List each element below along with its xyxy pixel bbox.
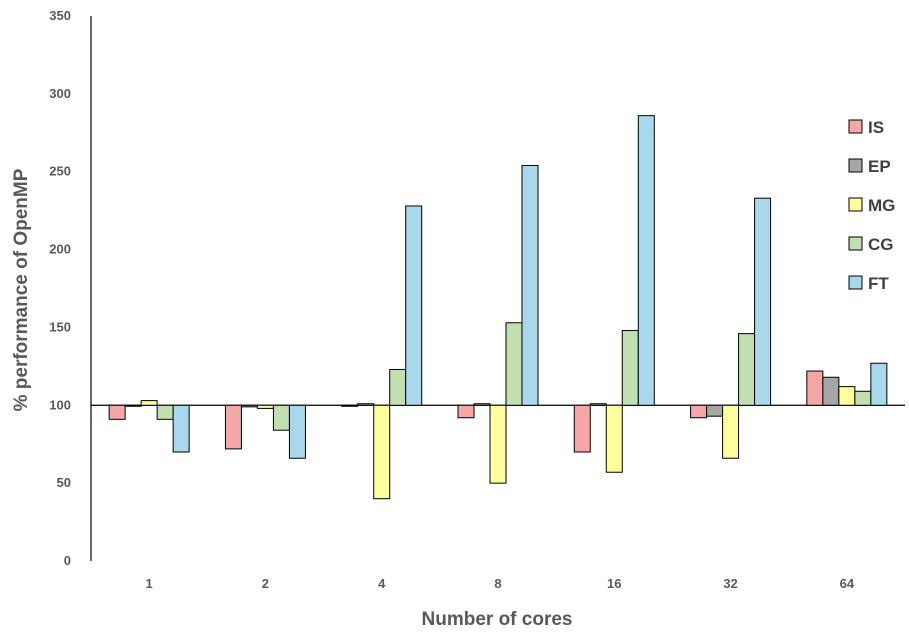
bar-ft-4	[405, 205, 423, 406]
y-tick-label: 150	[49, 319, 71, 334]
legend-swatch-cg	[848, 236, 863, 251]
x-axis-title: Number of cores	[422, 609, 573, 630]
bar-ep-16	[589, 403, 607, 406]
x-tick-label: 64	[840, 576, 855, 591]
bar-mg-16	[605, 404, 623, 473]
y-tick-label: 350	[49, 8, 71, 23]
bar-cg-1	[156, 404, 174, 420]
x-tick-label: 4	[378, 576, 386, 591]
y-tick-labels: 0 50 100 150 200 250 300 350	[49, 8, 71, 568]
x-tick-label: 2	[262, 576, 269, 591]
bar-mg-1	[140, 400, 158, 406]
legend-label-ft: FT	[868, 274, 889, 293]
x-tick-label: 16	[607, 576, 621, 591]
bar-ep-1	[124, 404, 142, 407]
bar-ft-64	[870, 362, 888, 406]
bar-mg-2	[256, 404, 274, 409]
bar-ft-2	[288, 404, 306, 459]
bar-ft-32	[754, 197, 772, 406]
legend-swatch-is	[848, 119, 863, 134]
y-axis-title: % performance of OpenMP	[11, 168, 32, 411]
bar-mg-64	[838, 386, 856, 406]
bar-ep-64	[822, 376, 840, 406]
bar-ep-4	[357, 403, 375, 406]
bar-ep-2	[240, 404, 258, 408]
bar-is-64	[806, 370, 824, 406]
bar-cg-8	[505, 322, 523, 406]
x-tick-label: 1	[146, 576, 153, 591]
y-tick-label: 200	[49, 242, 71, 257]
legend-label-mg: MG	[868, 196, 895, 215]
legend-label-cg: CG	[868, 235, 894, 254]
bar-is-8	[457, 404, 475, 419]
y-tick-label: 250	[49, 164, 71, 179]
y-tick-label: 0	[64, 553, 71, 568]
bar-ft-1	[172, 404, 190, 453]
bar-is-4	[341, 404, 359, 407]
x-tick-label: 32	[723, 576, 737, 591]
bar-mg-8	[489, 404, 507, 484]
bar-cg-32	[738, 333, 756, 406]
bar-mg-4	[373, 404, 391, 500]
bar-is-2	[224, 404, 242, 450]
legend-label-ep: EP	[868, 157, 891, 176]
bar-ep-32	[706, 404, 724, 417]
legend-swatch-ft	[848, 275, 863, 290]
bar-cg-4	[389, 368, 407, 406]
legend-swatch-mg	[848, 197, 863, 212]
bar-cg-16	[621, 330, 639, 406]
bar-is-1	[108, 404, 126, 420]
legend: IS EP MG CG FT	[848, 118, 895, 293]
y-tick-label: 300	[49, 86, 71, 101]
y-tick-label: 50	[57, 475, 71, 490]
bar-cg-2	[272, 404, 290, 431]
bar-ft-8	[521, 164, 539, 406]
bar-mg-32	[722, 404, 740, 459]
y-tick-label: 100	[49, 397, 71, 412]
legend-swatch-ep	[848, 158, 863, 173]
bar-ep-8	[473, 403, 491, 406]
legend-label-is: IS	[868, 118, 884, 137]
bar-is-32	[690, 404, 708, 419]
bar-is-16	[573, 404, 591, 453]
x-tick-labels: 1 2 4 8 16 32 64	[146, 576, 855, 591]
x-tick-label: 8	[494, 576, 501, 591]
bars-layer	[108, 115, 888, 500]
bar-ft-16	[637, 115, 655, 406]
bar-cg-64	[854, 390, 872, 406]
